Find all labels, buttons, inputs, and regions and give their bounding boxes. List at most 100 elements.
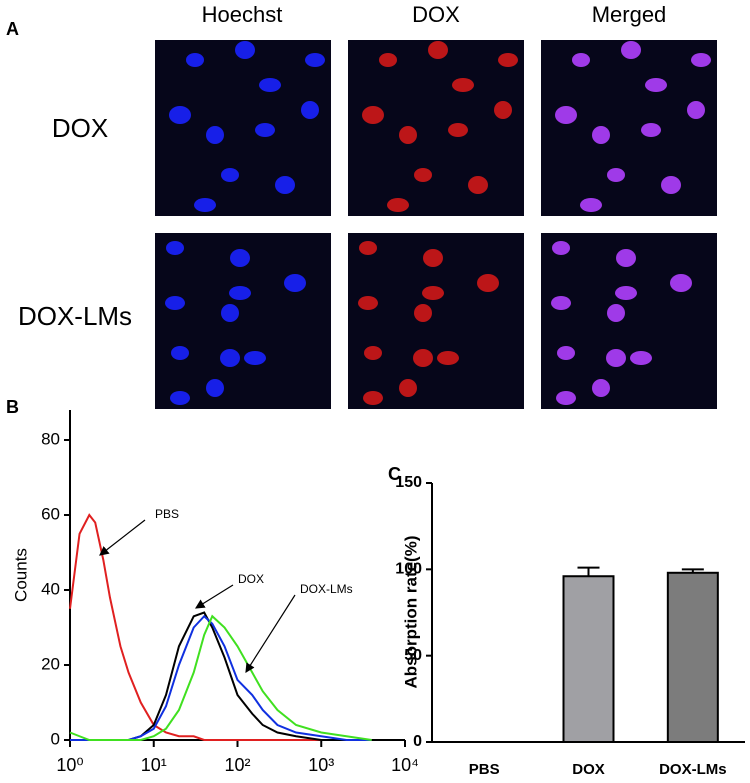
nucleus <box>359 241 377 255</box>
bar <box>562 575 615 743</box>
y-tick-label: 80 <box>41 429 60 448</box>
histogram-line <box>70 614 372 741</box>
y-axis-label: Counts <box>11 548 30 602</box>
nucleus <box>244 351 266 365</box>
nucleus <box>616 249 636 267</box>
micrograph <box>155 40 331 216</box>
nucleus <box>255 123 275 137</box>
nucleus <box>379 53 397 67</box>
panel-label: A <box>6 19 19 39</box>
nucleus <box>607 304 625 322</box>
nucleus <box>468 176 488 194</box>
nucleus <box>592 126 610 144</box>
nucleus <box>437 351 459 365</box>
nucleus <box>606 349 626 367</box>
panel-label: B <box>6 397 19 417</box>
panel-label: C <box>388 464 401 484</box>
nucleus <box>498 53 518 67</box>
x-tick-label: 10² <box>224 755 250 775</box>
nucleus <box>615 286 637 300</box>
nucleus <box>452 78 474 92</box>
nucleus <box>580 198 602 212</box>
nucleus <box>301 101 319 119</box>
bar <box>666 571 719 744</box>
micrograph <box>348 40 524 216</box>
nucleus <box>477 274 499 292</box>
x-tick-label: 10³ <box>308 755 334 775</box>
x-tick-label: PBS <box>469 761 500 778</box>
nucleus <box>621 41 641 59</box>
nucleus <box>399 126 417 144</box>
y-tick-label: 0 <box>51 729 60 748</box>
nucleus <box>364 346 382 360</box>
nucleus <box>235 41 255 59</box>
y-tick-label: 50 <box>404 647 422 664</box>
nucleus <box>572 53 590 67</box>
nucleus <box>166 241 184 255</box>
nucleus <box>592 379 610 397</box>
row-label: DOX <box>52 113 108 143</box>
nucleus <box>275 176 295 194</box>
nucleus <box>414 304 432 322</box>
error-bar <box>681 568 704 573</box>
nucleus <box>358 296 378 310</box>
y-tick-label: 100 <box>395 561 422 578</box>
nucleus <box>691 53 711 67</box>
nucleus <box>557 346 575 360</box>
x-tick-label: DOX-LMs <box>659 761 727 778</box>
y-tick-label: 40 <box>41 579 60 598</box>
y-tick-label: 150 <box>395 474 422 491</box>
column-label: DOX <box>412 2 460 27</box>
annotation: DOX-LMs <box>300 582 353 596</box>
nucleus <box>186 53 204 67</box>
nucleus <box>414 168 432 182</box>
nucleus <box>169 106 191 124</box>
y-tick-label: 60 <box>41 504 60 523</box>
nucleus <box>171 346 189 360</box>
axis <box>431 483 745 743</box>
nucleus <box>220 349 240 367</box>
x-tick-label: DOX <box>572 761 605 778</box>
nucleus <box>399 379 417 397</box>
nucleus <box>555 106 577 124</box>
x-tick-label: 10¹ <box>141 755 167 775</box>
nucleus <box>428 41 448 59</box>
nucleus <box>259 78 281 92</box>
nucleus <box>645 78 667 92</box>
nucleus <box>556 391 576 405</box>
nucleus <box>661 176 681 194</box>
nucleus <box>387 198 409 212</box>
y-tick-label: 0 <box>413 733 422 750</box>
nucleus <box>448 123 468 137</box>
nucleus <box>413 349 433 367</box>
nucleus <box>362 106 384 124</box>
y-axis-label: Absorption rate(%) <box>401 536 420 689</box>
micrograph <box>541 40 717 216</box>
column-label: Hoechst <box>202 2 283 27</box>
nucleus <box>670 274 692 292</box>
row-label: DOX-LMs <box>18 301 132 331</box>
nucleus <box>494 101 512 119</box>
histogram-line <box>69 614 372 741</box>
nucleus <box>687 101 705 119</box>
nucleus <box>221 168 239 182</box>
nucleus <box>551 296 571 310</box>
nucleus <box>221 304 239 322</box>
nucleus <box>230 249 250 267</box>
annotation: DOX <box>238 572 264 586</box>
error-bar <box>577 566 600 577</box>
nucleus <box>630 351 652 365</box>
nucleus <box>552 241 570 255</box>
histogram-line <box>70 611 372 741</box>
nucleus <box>165 296 185 310</box>
nucleus <box>284 274 306 292</box>
nucleus <box>194 198 216 212</box>
y-tick-label: 20 <box>41 654 60 673</box>
nucleus <box>363 391 383 405</box>
nucleus <box>206 379 224 397</box>
column-label: Merged <box>592 2 667 27</box>
x-tick-label: 10⁴ <box>391 755 419 775</box>
nucleus <box>170 391 190 405</box>
x-tick-label: 10⁰ <box>56 755 83 775</box>
annotation-arrow <box>194 584 234 609</box>
